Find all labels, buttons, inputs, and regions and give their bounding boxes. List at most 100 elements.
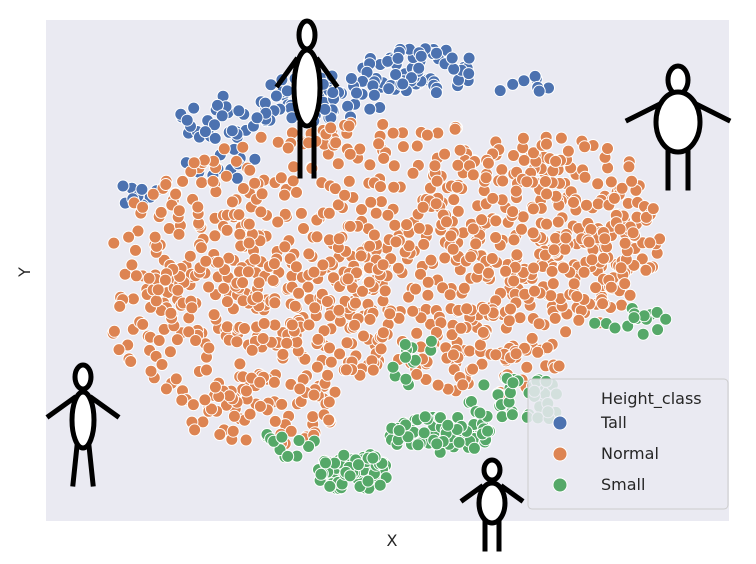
point-normal — [342, 174, 356, 188]
point-tall — [430, 46, 443, 60]
point-normal — [349, 296, 362, 310]
thin-person-icon — [45, 362, 121, 487]
point-normal — [149, 294, 163, 308]
point-normal — [220, 223, 234, 237]
point-normal — [509, 184, 523, 198]
point-tall — [462, 51, 476, 65]
point-normal — [446, 242, 460, 256]
point-normal — [152, 334, 166, 347]
point-normal — [409, 282, 423, 296]
point-tall — [248, 152, 262, 166]
point-normal — [362, 275, 376, 289]
point-tall — [506, 77, 520, 91]
point-normal — [453, 143, 467, 157]
point-normal — [328, 182, 342, 196]
point-normal — [208, 229, 222, 243]
point-normal — [200, 363, 213, 377]
point-normal — [236, 140, 250, 154]
point-small — [588, 316, 602, 330]
point-normal — [290, 185, 303, 199]
point-tall — [198, 125, 212, 139]
point-normal — [172, 227, 186, 241]
point-normal — [589, 281, 603, 295]
point-normal — [502, 314, 516, 328]
point-normal — [176, 174, 190, 188]
point-normal — [477, 302, 491, 316]
point-normal — [607, 191, 621, 205]
point-normal — [163, 345, 177, 359]
point-normal — [136, 200, 150, 214]
point-normal — [289, 260, 303, 274]
legend-marker-tall — [552, 415, 568, 431]
point-normal — [381, 208, 395, 222]
point-normal — [236, 182, 250, 195]
point-normal — [324, 121, 338, 135]
point-normal — [424, 253, 438, 267]
point-small — [366, 451, 380, 465]
point-tall — [389, 68, 403, 81]
point-normal — [238, 322, 251, 335]
point-normal — [316, 258, 330, 272]
point-small — [292, 434, 306, 447]
point-normal — [559, 231, 573, 245]
point-normal — [205, 402, 218, 416]
point-small — [302, 440, 316, 453]
point-normal — [412, 221, 426, 235]
point-normal — [126, 292, 140, 306]
point-normal — [340, 336, 354, 350]
point-normal — [454, 321, 468, 335]
point-normal — [367, 228, 381, 242]
point-tall — [528, 69, 542, 83]
point-normal — [489, 348, 503, 362]
point-normal — [356, 284, 369, 298]
point-small — [481, 424, 495, 438]
point-normal — [253, 375, 267, 389]
point-normal — [557, 261, 570, 275]
point-normal — [639, 263, 653, 277]
point-normal — [552, 359, 566, 373]
point-normal — [420, 128, 434, 142]
point-tall — [250, 111, 264, 125]
point-normal — [374, 180, 387, 194]
point-small — [343, 469, 357, 483]
point-normal — [525, 331, 539, 345]
point-normal — [364, 195, 378, 209]
point-small — [651, 323, 665, 337]
point-normal — [307, 265, 321, 279]
point-normal — [323, 341, 336, 355]
point-normal — [479, 171, 493, 185]
point-normal — [243, 163, 257, 177]
point-normal — [378, 284, 392, 298]
point-normal — [158, 273, 172, 287]
point-normal — [207, 308, 221, 322]
point-small — [323, 479, 337, 493]
point-normal — [495, 163, 509, 177]
point-normal — [131, 224, 145, 238]
point-normal — [332, 232, 346, 246]
point-normal — [320, 295, 334, 308]
point-normal — [275, 397, 289, 411]
point-normal — [151, 283, 165, 297]
point-normal — [614, 261, 628, 275]
point-normal — [253, 399, 267, 413]
point-normal — [186, 398, 200, 412]
point-normal — [447, 193, 461, 207]
point-normal — [226, 424, 240, 438]
point-normal — [243, 407, 257, 421]
point-normal — [431, 378, 445, 392]
point-normal — [376, 117, 390, 131]
point-normal — [155, 358, 169, 371]
point-normal — [596, 297, 610, 311]
point-normal — [383, 307, 397, 321]
point-normal — [598, 232, 612, 246]
point-normal — [604, 280, 618, 294]
point-normal — [294, 206, 308, 220]
point-normal — [481, 156, 495, 170]
point-normal — [597, 251, 610, 265]
point-normal — [489, 231, 503, 244]
legend-label-small: Small — [601, 475, 645, 494]
point-normal — [175, 393, 189, 407]
point-normal — [310, 360, 324, 374]
point-normal — [233, 357, 247, 371]
